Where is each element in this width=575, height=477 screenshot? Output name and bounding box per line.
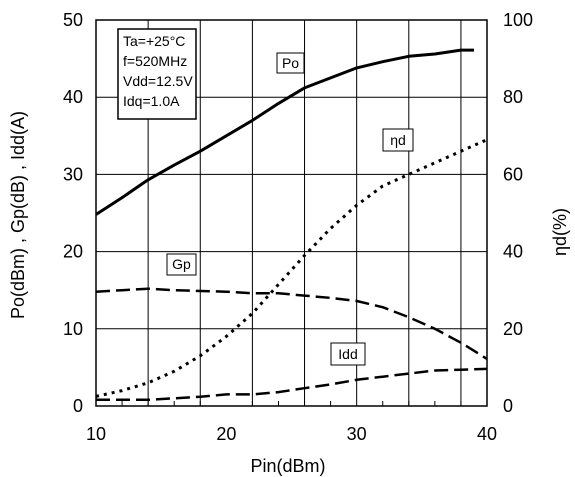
condition-idq: Idq=1.0A bbox=[123, 93, 180, 109]
right-y-tick-label: 0 bbox=[503, 396, 513, 416]
x-tick-label: 40 bbox=[477, 424, 497, 444]
right-y-axis-title: ηd(%) bbox=[550, 208, 570, 256]
left-y-tick-label: 0 bbox=[73, 396, 83, 416]
series-line-3 bbox=[96, 367, 488, 402]
conditions-box-frame bbox=[117, 28, 197, 120]
right-y-tick-label: 60 bbox=[503, 164, 523, 184]
series-line-4 bbox=[95, 138, 488, 398]
x-tick-label: 10 bbox=[86, 424, 106, 444]
x-tick-label: 20 bbox=[216, 424, 236, 444]
left-y-tick-label: 30 bbox=[63, 164, 83, 184]
series-label-idd-box bbox=[330, 342, 366, 366]
series-label-po-box bbox=[276, 52, 305, 74]
x-tick-labels: 10 20 30 40 bbox=[86, 424, 497, 444]
x-axis-title: Pin(dBm) bbox=[250, 456, 325, 476]
series-label-idd: Idd bbox=[330, 342, 366, 366]
series-label-etad-text: ηd bbox=[390, 132, 406, 148]
left-y-tick-label: 50 bbox=[63, 10, 83, 30]
left-y-tick-label: 40 bbox=[63, 87, 83, 107]
condition-temperature: Ta=+25°C bbox=[123, 33, 185, 49]
series-label-po: Po bbox=[276, 52, 305, 74]
x-tick-label: 30 bbox=[347, 424, 367, 444]
right-y-tick-label: 40 bbox=[503, 242, 523, 262]
left-y-axis-title: Po(dBm) , Gp(dB) , Idd(A) bbox=[8, 111, 28, 319]
series-lines bbox=[95, 48, 488, 402]
right-y-tick-label: 80 bbox=[503, 87, 523, 107]
left-y-tick-labels: 0 10 20 30 40 50 bbox=[63, 10, 83, 416]
series-label-po-text: Po bbox=[282, 55, 299, 71]
series-line-1 bbox=[95, 48, 474, 216]
series-label-idd-text: Idd bbox=[338, 346, 357, 362]
left-y-tick-label: 20 bbox=[63, 242, 83, 262]
series-label-etad-box bbox=[382, 128, 414, 152]
condition-vdd: Vdd=12.5V bbox=[123, 73, 193, 89]
right-y-tick-label: 20 bbox=[503, 319, 523, 339]
conditions-box: Ta=+25°C f=520MHz Vdd=12.5V Idq=1.0A bbox=[117, 28, 197, 120]
series-line-2 bbox=[95, 287, 488, 360]
series-label-etad: ηd bbox=[382, 128, 414, 152]
right-y-tick-labels: 0 20 40 60 80 100 bbox=[503, 10, 533, 416]
right-y-tick-label: 100 bbox=[503, 10, 533, 30]
left-y-tick-label: 10 bbox=[63, 319, 83, 339]
condition-frequency: f=520MHz bbox=[123, 53, 187, 69]
series-label-gp-text: Gp bbox=[172, 256, 191, 272]
series-label-gp: Gp bbox=[166, 253, 197, 276]
x-minor-ticks bbox=[121, 401, 462, 406]
series-label-gp-box bbox=[166, 253, 197, 276]
